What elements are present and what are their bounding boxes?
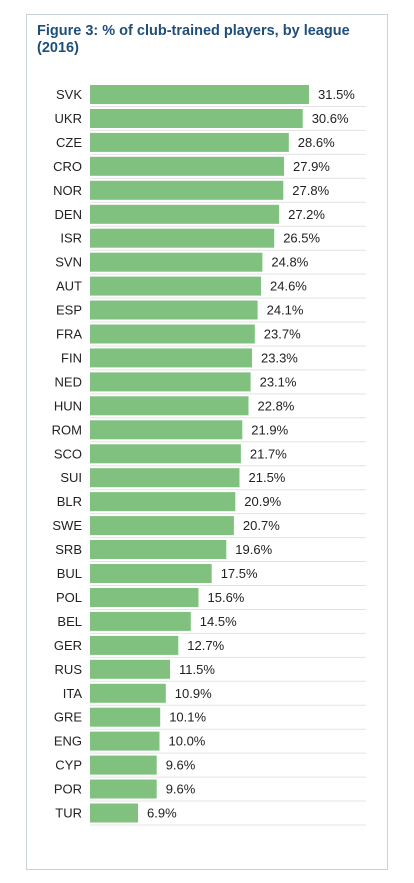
value-label: 22.8% xyxy=(258,398,295,413)
value-label: 27.9% xyxy=(293,159,330,174)
value-label: 30.6% xyxy=(312,111,349,126)
chart-title: Figure 3: % of club-trained players, by … xyxy=(37,23,350,56)
value-label: 21.7% xyxy=(250,446,287,461)
bar-den xyxy=(90,204,280,224)
bar-pol xyxy=(90,588,199,607)
bar-cyp xyxy=(90,755,157,775)
bar-esp xyxy=(90,300,258,320)
value-label: 17.5% xyxy=(221,566,258,581)
value-label: 20.7% xyxy=(243,518,280,533)
value-label: 31.5% xyxy=(318,87,355,102)
category-label: FIN xyxy=(61,350,82,365)
category-label: CZE xyxy=(56,135,82,150)
value-label: 26.5% xyxy=(283,231,320,246)
bar-eng xyxy=(90,731,160,751)
value-label: 6.9% xyxy=(147,806,177,821)
bar-hun xyxy=(90,396,249,416)
category-label: UKR xyxy=(55,111,82,126)
category-label: BUL xyxy=(57,566,82,581)
category-label: HUN xyxy=(54,398,82,413)
bar-fin xyxy=(90,348,252,368)
value-label: 24.8% xyxy=(271,255,308,270)
value-label: 21.9% xyxy=(251,422,288,437)
value-label: 27.2% xyxy=(288,207,325,222)
value-label: 28.6% xyxy=(298,135,335,150)
bar-por xyxy=(90,779,157,799)
bar-svn xyxy=(90,252,263,272)
bar-bul xyxy=(90,564,212,583)
category-label: DEN xyxy=(55,207,82,222)
value-label: 21.5% xyxy=(249,470,286,485)
value-label: 23.1% xyxy=(260,374,297,389)
category-label: ENG xyxy=(54,734,82,749)
category-label: CYP xyxy=(55,758,82,773)
category-label: SUI xyxy=(60,470,82,485)
category-label: NOR xyxy=(53,183,82,198)
category-label: TUR xyxy=(55,806,82,821)
bar-bel xyxy=(90,611,191,631)
category-label: SVK xyxy=(56,87,82,102)
bar-sui xyxy=(90,468,240,488)
category-label: AUT xyxy=(56,279,82,294)
value-label: 27.8% xyxy=(292,183,329,198)
value-label: 15.6% xyxy=(208,590,245,605)
category-label: GRE xyxy=(54,710,83,725)
category-label: SRB xyxy=(55,542,82,557)
bar-cze xyxy=(90,132,289,152)
value-label: 19.6% xyxy=(235,542,272,557)
value-label: 20.9% xyxy=(244,494,281,509)
category-label: ITA xyxy=(63,686,83,701)
category-label: POR xyxy=(54,782,82,797)
category-label: NED xyxy=(55,374,82,389)
bar-rus xyxy=(90,659,170,679)
value-label: 11.5% xyxy=(179,662,215,677)
category-label: ROM xyxy=(52,422,82,437)
category-label: SVN xyxy=(55,255,82,270)
bar-srb xyxy=(90,540,227,559)
bar-cro xyxy=(90,156,284,176)
value-label: 14.5% xyxy=(200,614,237,629)
bar-nor xyxy=(90,180,284,200)
value-label: 10.9% xyxy=(175,686,212,701)
bar-isr xyxy=(90,228,275,248)
value-label: 23.7% xyxy=(264,327,301,342)
bar-fra xyxy=(90,324,255,344)
value-label: 10.1% xyxy=(169,710,206,725)
category-label: CRO xyxy=(53,159,82,174)
category-label: GER xyxy=(54,638,82,653)
bar-rom xyxy=(90,420,243,440)
category-label: SWE xyxy=(52,518,82,533)
bar-tur xyxy=(90,803,138,823)
bar-ukr xyxy=(90,109,303,128)
bar-ned xyxy=(90,372,251,392)
category-label: SCO xyxy=(54,446,82,461)
category-label: FRA xyxy=(56,327,82,342)
bar-swe xyxy=(90,516,234,536)
value-label: 24.1% xyxy=(267,303,304,318)
category-label: ESP xyxy=(56,303,82,318)
bar-ita xyxy=(90,683,166,703)
category-label: BLR xyxy=(57,494,82,509)
category-label: RUS xyxy=(55,662,83,677)
value-label: 12.7% xyxy=(187,638,224,653)
category-label: ISR xyxy=(60,231,82,246)
value-label: 24.6% xyxy=(270,279,307,294)
value-label: 9.6% xyxy=(166,758,196,773)
bar-sco xyxy=(90,444,241,464)
category-label: POL xyxy=(56,590,82,605)
bar-gre xyxy=(90,707,161,727)
bar-blr xyxy=(90,492,236,512)
bar-aut xyxy=(90,276,261,296)
bar-svk xyxy=(90,85,309,104)
value-label: 23.3% xyxy=(261,350,298,365)
bar-ger xyxy=(90,635,179,655)
value-label: 10.0% xyxy=(169,734,206,749)
category-label: BEL xyxy=(57,614,82,629)
value-label: 9.6% xyxy=(166,782,196,797)
